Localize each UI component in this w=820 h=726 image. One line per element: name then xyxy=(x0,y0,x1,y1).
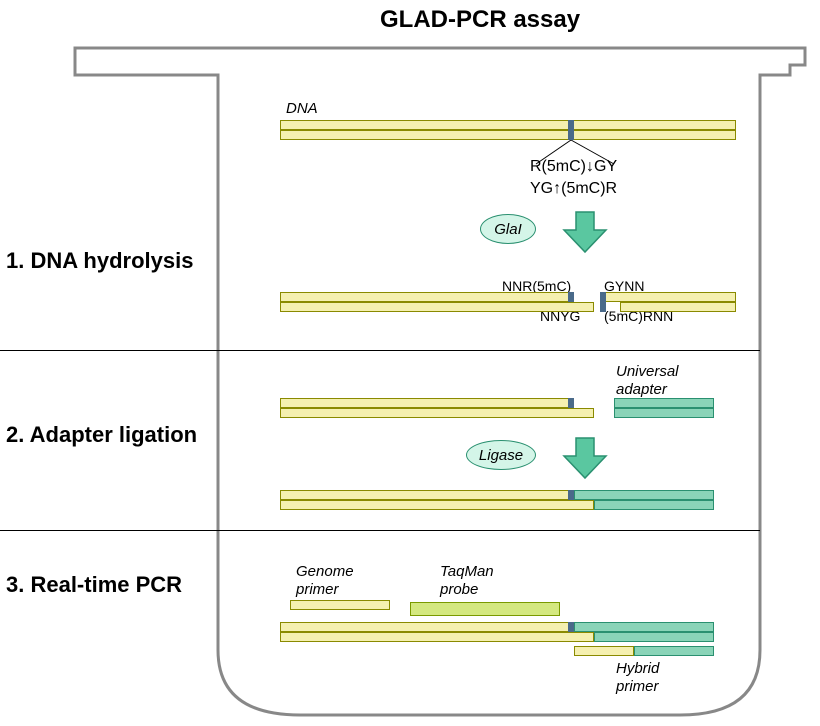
s3-bot xyxy=(280,408,594,418)
arrow-1 xyxy=(562,210,608,256)
s3-mark xyxy=(568,398,574,408)
arrow-2 xyxy=(562,436,608,482)
universal-label: Universal xyxy=(616,363,679,380)
hybrid-primer-label: primer xyxy=(616,678,659,695)
s7-bot xyxy=(280,632,594,642)
genome-primer-label: primer xyxy=(296,581,339,598)
step-2-label: 2. Adapter ligation xyxy=(6,422,197,448)
s6-genome-primer xyxy=(290,600,390,610)
ligase-text: Ligase xyxy=(479,447,523,464)
s4-adapter-bot xyxy=(614,408,714,418)
adapter-label: adapter xyxy=(616,381,667,398)
s2-mark-right xyxy=(600,292,606,312)
s1-mark xyxy=(568,120,574,140)
s5-adapter-bot xyxy=(594,500,714,510)
s2-mark-left xyxy=(568,292,574,302)
s1-bot xyxy=(280,130,736,140)
s2-top-right xyxy=(600,292,736,302)
s5-bot xyxy=(280,500,594,510)
glal-enzyme: GlaI xyxy=(480,214,536,244)
s8-hybrid-dna xyxy=(574,646,634,656)
s1-top xyxy=(280,120,736,130)
tube-outline xyxy=(0,0,820,726)
section-line-2 xyxy=(0,530,760,531)
s7-adapter-bot xyxy=(594,632,714,642)
s4-adapter-top xyxy=(614,398,714,408)
genome-label: Genome xyxy=(296,563,354,580)
s7-adapter-top xyxy=(574,622,714,632)
glal-text: GlaI xyxy=(494,221,522,238)
section-line-1 xyxy=(0,350,760,351)
cut-site-top: R(5mC)↓GY xyxy=(530,158,617,176)
s2-bot-right xyxy=(620,302,736,312)
s7-top xyxy=(280,622,574,632)
taqman-label: TaqMan xyxy=(440,563,494,580)
step-3-label: 3. Real-time PCR xyxy=(6,572,182,598)
s5-adapter-top xyxy=(574,490,714,500)
cut-site-bot: YG↑(5mC)R xyxy=(530,180,617,198)
s3-top xyxy=(280,398,574,408)
s6-taqman xyxy=(410,602,560,616)
s2-bot-left xyxy=(280,302,594,312)
dna-label: DNA xyxy=(286,100,318,117)
taqman-probe-label: probe xyxy=(440,581,478,598)
s5-top xyxy=(280,490,574,500)
s8-hybrid-adapter xyxy=(634,646,714,656)
step-1-label: 1. DNA hydrolysis xyxy=(6,248,193,274)
s2-top-left xyxy=(280,292,574,302)
ligase-enzyme: Ligase xyxy=(466,440,536,470)
hybrid-label: Hybrid xyxy=(616,660,659,677)
diagram-title: GLAD-PCR assay xyxy=(380,6,580,34)
